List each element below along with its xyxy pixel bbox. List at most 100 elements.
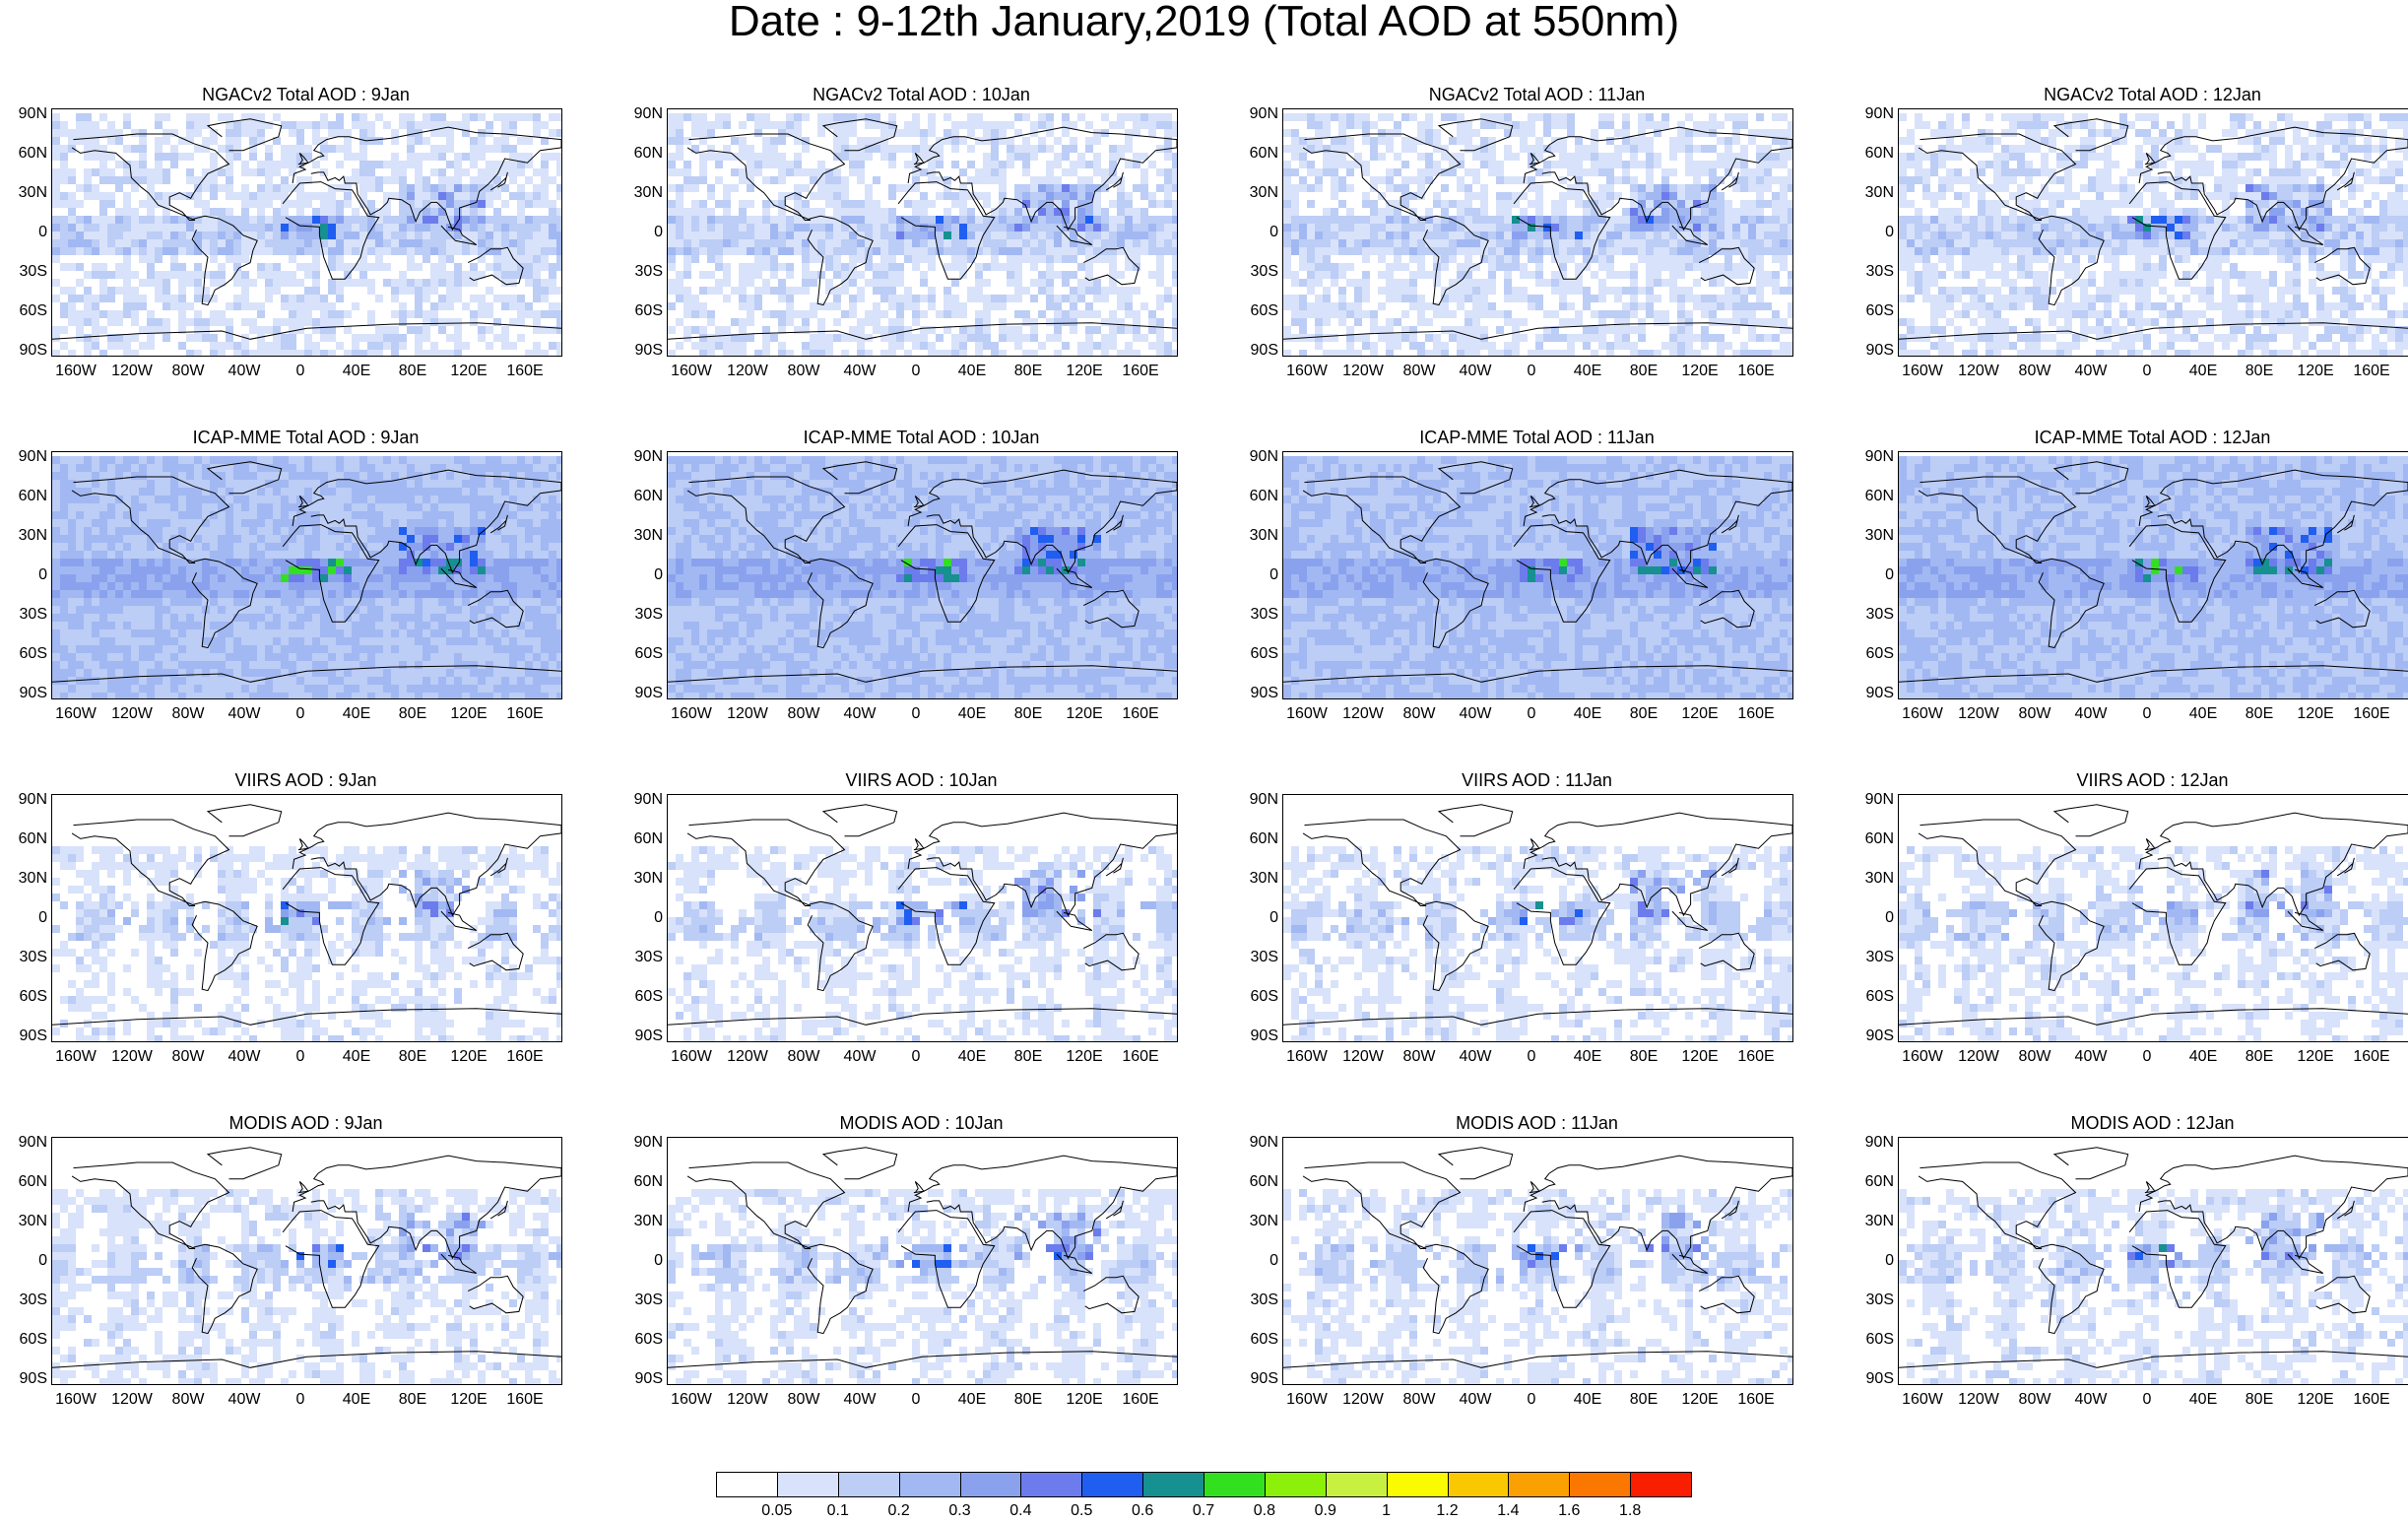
lon-tick-label: 120E — [1066, 363, 1102, 380]
aod-cell — [533, 216, 541, 224]
aod-cell — [2041, 192, 2049, 200]
aod-cell — [391, 239, 399, 247]
aod-cell — [2324, 161, 2332, 168]
aod-cell — [320, 232, 328, 239]
aod-cell — [2372, 192, 2379, 200]
coastline — [1056, 225, 1093, 245]
aod-cell — [2340, 216, 2348, 224]
aod-cell — [556, 168, 561, 176]
aod-cell — [1646, 295, 1654, 302]
aod-cell — [1125, 287, 1133, 295]
aod-cell — [1457, 295, 1464, 302]
aod-cell — [1386, 208, 1394, 216]
aod-cell — [794, 168, 802, 176]
aod-cell — [92, 145, 99, 153]
aod-cell — [1899, 200, 1907, 208]
aod-cell — [1756, 263, 1764, 271]
aod-cell — [1630, 326, 1638, 334]
aod-cell — [233, 295, 241, 302]
aod-cell — [1401, 176, 1409, 184]
aod-cell — [944, 129, 951, 137]
aod-cell — [304, 263, 312, 271]
aod-cell — [1125, 232, 1133, 239]
aod-cell — [849, 121, 857, 129]
aod-cell — [1480, 279, 1488, 287]
aod-cell — [2301, 184, 2309, 192]
coastline — [1105, 171, 1124, 191]
aod-cell — [1606, 255, 1614, 263]
aod-cell — [1938, 232, 1946, 239]
aod-cell — [1496, 161, 1504, 168]
aod-cell — [2167, 208, 2175, 216]
aod-cell — [1464, 200, 1472, 208]
aod-cell — [778, 176, 786, 184]
aod-cell — [2395, 216, 2403, 224]
aod-cell — [478, 247, 486, 255]
aod-cell — [794, 113, 802, 121]
aod-cell — [857, 200, 865, 208]
aod-cell — [1930, 239, 1938, 247]
aod-cell — [1725, 224, 1732, 232]
aod-cell — [817, 334, 825, 342]
aod-cell — [549, 302, 556, 310]
aod-cell — [257, 208, 265, 216]
aod-cell — [959, 342, 967, 350]
aod-cell — [715, 263, 723, 271]
aod-cell — [163, 153, 170, 161]
aod-cell — [430, 184, 438, 192]
aod-cell — [486, 145, 493, 153]
aod-cell — [2151, 200, 2159, 208]
aod-cell — [367, 263, 375, 271]
aod-cell — [849, 334, 857, 342]
aod-cell — [1504, 287, 1512, 295]
aod-cell — [1394, 247, 1401, 255]
aod-cell — [438, 326, 446, 334]
aod-cell — [1062, 216, 1070, 224]
aod-cell — [1591, 326, 1598, 334]
aod-cell — [1022, 137, 1030, 145]
aod-cell — [1323, 145, 1331, 153]
aod-cell — [1394, 255, 1401, 263]
aod-cell — [92, 224, 99, 232]
aod-cell — [2104, 121, 2112, 129]
aod-cell — [849, 239, 857, 247]
aod-cell — [2049, 168, 2056, 176]
aod-cell — [1701, 302, 1709, 310]
aod-cell — [446, 334, 454, 342]
aod-cell — [509, 129, 517, 137]
aod-cell — [691, 247, 699, 255]
aod-cell — [1054, 239, 1062, 247]
aod-cell — [2238, 176, 2245, 184]
aod-cell — [825, 279, 833, 287]
aod-cell — [549, 310, 556, 318]
aod-cell — [1315, 326, 1323, 334]
aod-cell — [1740, 350, 1748, 356]
aod-cell — [1085, 271, 1093, 279]
aod-cell — [1007, 208, 1014, 216]
aod-cell — [762, 161, 770, 168]
aod-cell — [478, 295, 486, 302]
aod-cell — [1394, 342, 1401, 350]
aod-cell — [762, 153, 770, 161]
aod-cell — [1543, 326, 1551, 334]
aod-cell — [888, 216, 896, 224]
aod-cell — [1748, 287, 1756, 295]
aod-cell — [1693, 216, 1701, 224]
aod-cell — [739, 121, 747, 129]
aod-cell — [375, 350, 383, 356]
longitude-axis: 160W 120W 80W 40W 0 40E 80E 120E 160E — [667, 363, 1176, 382]
aod-cell — [1685, 255, 1693, 263]
aod-cell — [1630, 216, 1638, 224]
aod-cell — [1638, 137, 1646, 145]
aod-cell — [2151, 184, 2159, 192]
aod-cell — [1007, 153, 1014, 161]
aod-cell — [320, 247, 328, 255]
aod-cell — [1472, 287, 1480, 295]
aod-cell — [1133, 239, 1140, 247]
aod-cell — [1654, 295, 1661, 302]
aod-cell — [2041, 232, 2049, 239]
aod-cell — [1307, 121, 1315, 129]
aod-cell — [2041, 153, 2049, 161]
aod-cell — [1077, 342, 1085, 350]
aod-cell — [1022, 192, 1030, 200]
